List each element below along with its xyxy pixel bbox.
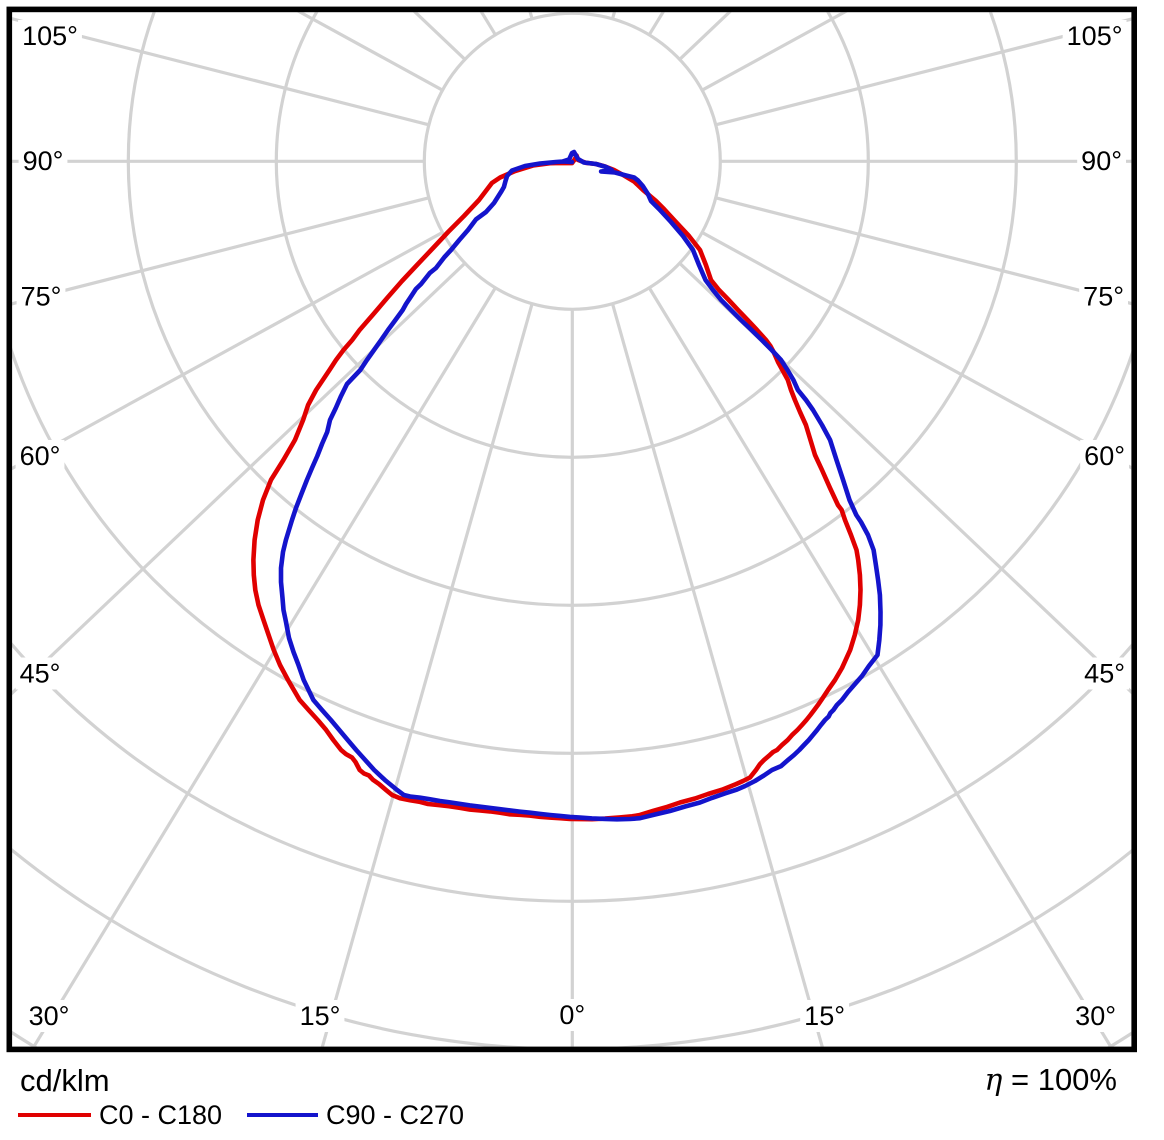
angle-label-box xyxy=(16,280,66,313)
angle-label-box xyxy=(555,999,590,1031)
angle-label-box xyxy=(1080,440,1130,472)
legend: C0 - C180 C90 - C270 xyxy=(0,1100,1164,1134)
angle-label: 0° xyxy=(559,1000,585,1030)
plot-frame xyxy=(6,6,1138,1053)
angle-label: 45° xyxy=(20,659,61,689)
angle-label: 75° xyxy=(21,282,62,312)
angle-label-box xyxy=(15,657,65,690)
grid-ring xyxy=(12,642,1132,903)
angle-label: 90° xyxy=(1081,146,1122,176)
grid-ray xyxy=(715,196,1132,306)
legend-label-c0-c180: C0 - C180 xyxy=(99,1100,223,1130)
angle-label: 45° xyxy=(1084,659,1125,689)
eta-symbol: η xyxy=(984,1063,1003,1098)
grid-ray xyxy=(678,262,1132,695)
angle-label-box xyxy=(1080,657,1130,690)
angle-label: 15° xyxy=(300,1001,341,1031)
angle-label: 90° xyxy=(23,146,64,176)
angle-label-box xyxy=(1079,280,1129,313)
angle-label: 60° xyxy=(1084,441,1125,471)
legend-swatch-c90-c270 xyxy=(247,1113,318,1117)
angle-label: 15° xyxy=(804,1001,845,1031)
angle-label-box xyxy=(800,1000,850,1032)
efficiency-label: η = 100% xyxy=(984,1062,1117,1098)
angle-label-box xyxy=(18,20,82,52)
grid-ring xyxy=(12,347,1132,755)
angle-label: 75° xyxy=(1083,282,1124,312)
angle-label-box xyxy=(1077,145,1127,177)
grid-ray xyxy=(32,286,497,1047)
grid-ring xyxy=(12,847,1132,1047)
grid-ray xyxy=(647,286,1113,1047)
angle-label-box xyxy=(1062,20,1127,52)
angle-label-box xyxy=(295,1000,345,1032)
curve-C0-C180 xyxy=(251,153,863,822)
grid-ray xyxy=(12,196,430,306)
grid-ray xyxy=(320,303,534,1047)
grid-ray xyxy=(715,17,1132,127)
eta-value: = 100% xyxy=(1010,1062,1117,1097)
curve-C90-C270 xyxy=(278,149,883,822)
grid-ray xyxy=(610,303,824,1047)
legend-label-c90-c270: C90 - C270 xyxy=(326,1100,465,1130)
angle-label: 30° xyxy=(29,1001,70,1031)
angle-label: 60° xyxy=(20,441,61,471)
angle-label: 105° xyxy=(1067,21,1123,51)
legend-swatch-c0-c180 xyxy=(18,1113,91,1117)
grid-ray xyxy=(12,17,430,127)
grid-ray xyxy=(701,231,1132,470)
angle-label-box xyxy=(15,440,65,472)
angle-label-box xyxy=(24,1000,74,1032)
grid-ray xyxy=(12,231,444,471)
angle-label-box xyxy=(18,145,68,177)
unit-label: cd/klm xyxy=(20,1063,110,1098)
angle-labels: 105° 90° 75° 60° 45° 30° 15° 0° 15° 30° 45° 60° 75° 9… xyxy=(15,20,1130,1032)
angle-label-box xyxy=(1071,1000,1121,1032)
angle-label: 30° xyxy=(1075,1001,1116,1031)
angle-label: 105° xyxy=(22,21,78,51)
